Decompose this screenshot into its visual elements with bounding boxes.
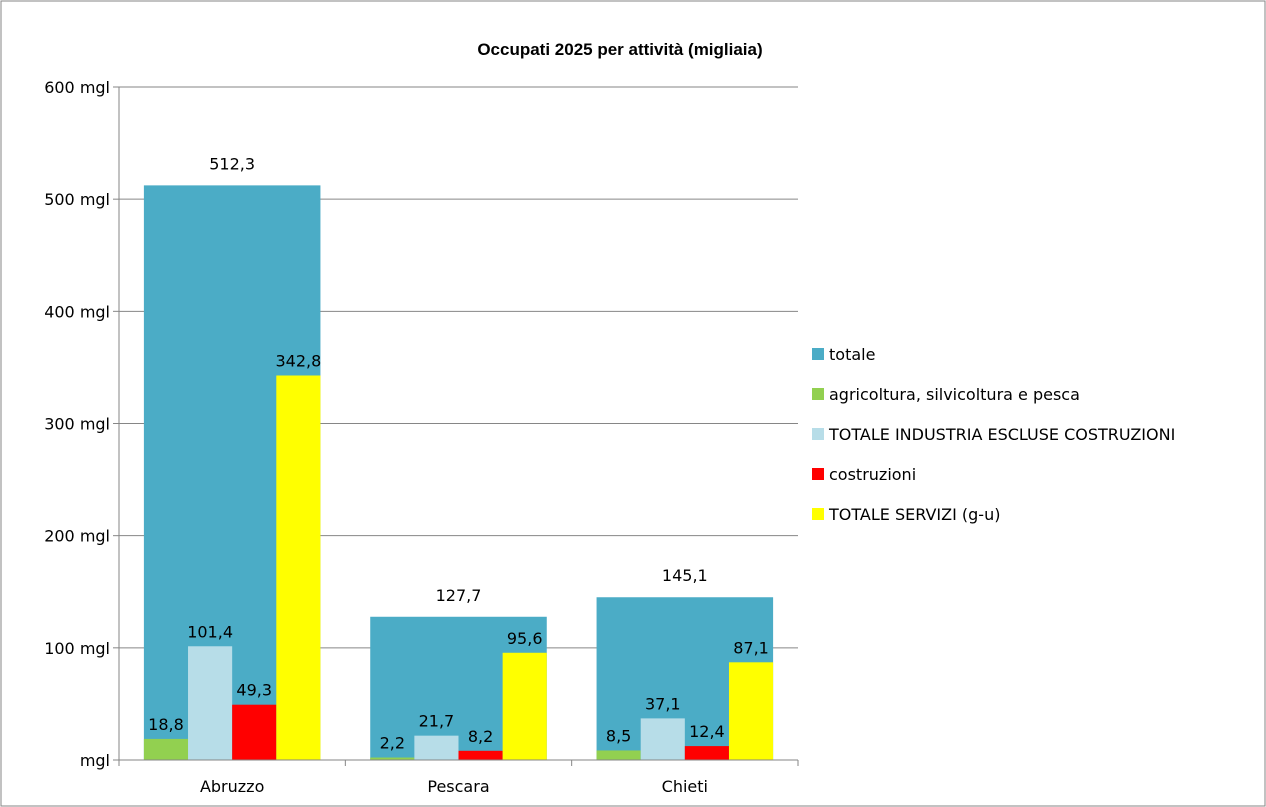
- y-tick-label: 600 mgl: [44, 78, 110, 97]
- legend-label: agricoltura, silvicoltura e pesca: [829, 385, 1080, 404]
- bar-3: [232, 704, 277, 760]
- data-label-2: 101,4: [187, 622, 233, 641]
- data-label-totale: 512,3: [209, 154, 255, 173]
- bar-1: [370, 757, 415, 760]
- bar-1: [143, 738, 189, 760]
- data-label-2: 37,1: [645, 694, 681, 713]
- legend-swatch: [812, 428, 824, 440]
- legend-label: TOTALE INDUSTRIA ESCLUSE COSTRUZIONI: [828, 425, 1175, 444]
- x-category-label: Abruzzo: [200, 777, 264, 796]
- data-label-4: 342,8: [275, 351, 321, 370]
- x-category-label: Pescara: [427, 777, 489, 796]
- bars-layer: [143, 185, 774, 760]
- data-label-totale: 145,1: [662, 566, 708, 585]
- axis-layer: mgl 100 mgl 200 mgl 300 mgl 400 mgl 500 mgl 60…: [44, 78, 799, 796]
- bar-3: [458, 750, 503, 760]
- data-label-1: 18,8: [148, 715, 184, 734]
- data-label-3: 8,2: [468, 727, 493, 746]
- legend-swatch: [812, 388, 824, 400]
- chart-title: Occupati 2025 per attività (migliaia): [477, 40, 762, 59]
- bar-4: [276, 375, 321, 760]
- legend: totale agricoltura, silvicoltura e pesca T…: [812, 345, 1175, 524]
- data-labels-layer: 512,3 18,8 101,4 49,3 342,8 127,7 2,2 21,7 8,2 95…: [148, 154, 769, 752]
- y-tick-label: 500 mgl: [44, 190, 110, 209]
- legend-swatch: [812, 468, 824, 480]
- legend-swatch: [812, 348, 824, 360]
- legend-label: TOTALE SERVIZI (g-u): [828, 505, 1000, 524]
- data-label-1: 8,5: [606, 726, 631, 745]
- y-tick-label: 100 mgl: [44, 639, 110, 658]
- y-tick-label: mgl: [80, 751, 110, 770]
- y-tick-label: 200 mgl: [44, 527, 110, 546]
- legend-label: costruzioni: [829, 465, 916, 484]
- bar-2: [640, 718, 685, 760]
- data-label-3: 12,4: [689, 722, 725, 741]
- data-label-4: 87,1: [733, 638, 769, 657]
- y-tick-label: 400 mgl: [44, 302, 110, 321]
- data-label-totale: 127,7: [436, 586, 482, 605]
- bar-4: [728, 662, 774, 760]
- data-label-3: 49,3: [236, 681, 272, 700]
- bar-4: [502, 652, 547, 760]
- legend-label: totale: [829, 345, 875, 364]
- data-label-2: 21,7: [419, 712, 455, 731]
- data-label-4: 95,6: [507, 629, 543, 648]
- bar-2: [414, 735, 459, 760]
- bar-1: [596, 750, 641, 760]
- y-tick-label: 300 mgl: [44, 415, 110, 434]
- legend-swatch: [812, 508, 824, 520]
- x-category-label: Chieti: [662, 777, 708, 796]
- data-label-1: 2,2: [380, 734, 405, 753]
- bar-3: [684, 746, 729, 760]
- bar-2: [188, 646, 233, 760]
